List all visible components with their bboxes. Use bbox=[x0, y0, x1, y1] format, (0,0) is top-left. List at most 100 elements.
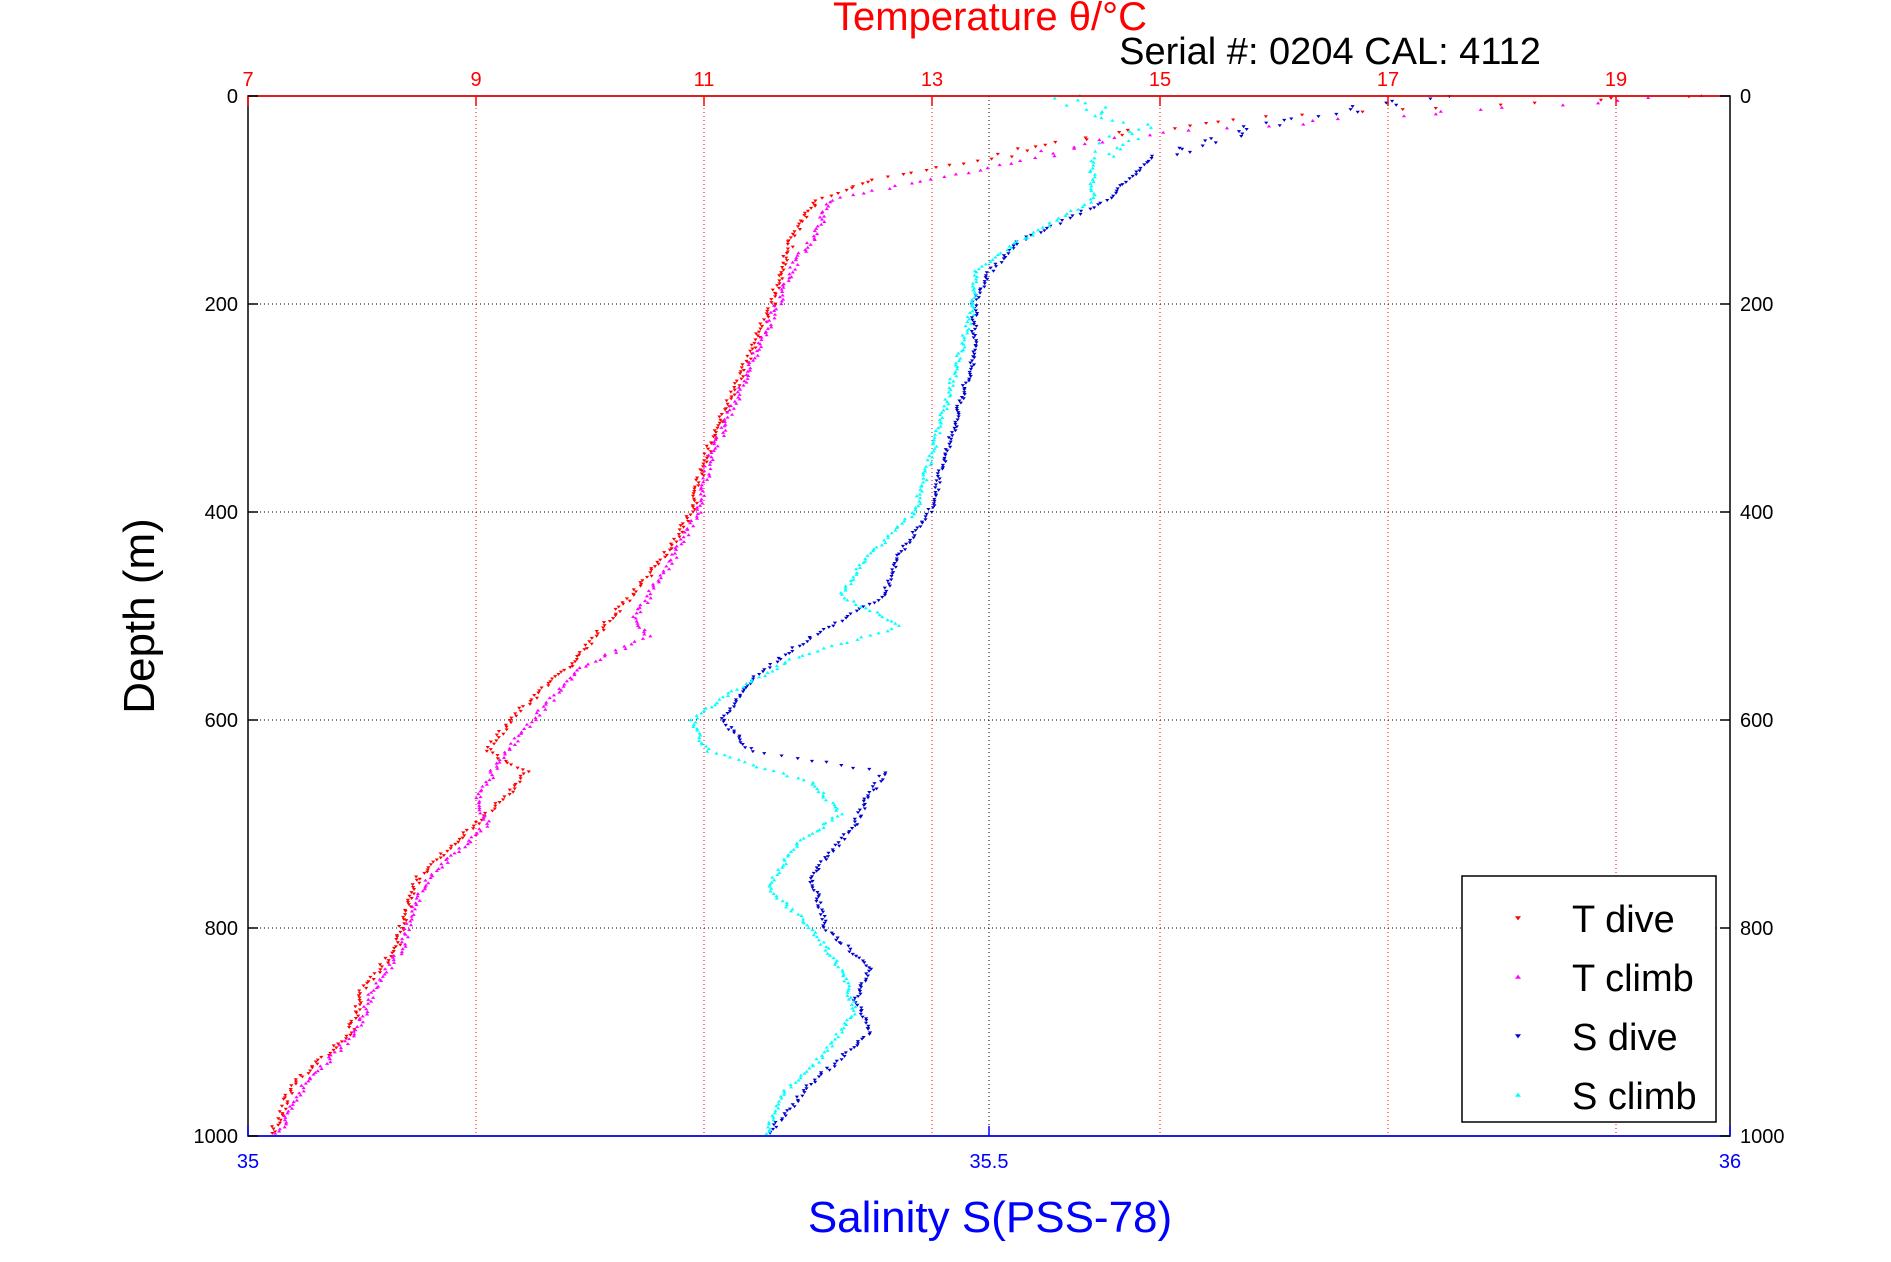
data-point bbox=[921, 476, 926, 480]
data-point bbox=[855, 995, 861, 999]
data-point bbox=[788, 1083, 793, 1087]
data-point bbox=[841, 1026, 846, 1030]
data-point bbox=[928, 177, 933, 181]
data-point bbox=[1038, 231, 1044, 235]
data-point bbox=[850, 952, 855, 956]
data-point bbox=[1118, 184, 1123, 188]
data-point bbox=[423, 885, 428, 889]
data-point bbox=[288, 1089, 293, 1093]
data-point bbox=[810, 928, 815, 932]
data-point bbox=[816, 868, 821, 871]
data-point bbox=[969, 316, 975, 320]
data-point bbox=[783, 1114, 788, 1118]
data-point bbox=[439, 862, 444, 866]
data-point bbox=[781, 261, 786, 265]
data-point bbox=[409, 897, 414, 900]
data-point bbox=[834, 1032, 839, 1036]
legend-label-1: T climb bbox=[1572, 958, 1694, 1000]
data-point bbox=[488, 770, 493, 774]
data-point bbox=[697, 736, 702, 740]
tick-label-left-3: 600 bbox=[205, 710, 238, 732]
data-point bbox=[1334, 112, 1339, 116]
data-point bbox=[306, 1072, 311, 1076]
data-point bbox=[885, 579, 890, 583]
data-point bbox=[715, 426, 720, 430]
data-point bbox=[780, 865, 785, 869]
data-point bbox=[379, 979, 384, 982]
data-point bbox=[483, 811, 488, 815]
data-point bbox=[808, 881, 813, 884]
data-point bbox=[781, 254, 786, 258]
data-point bbox=[963, 324, 968, 328]
data-point bbox=[353, 1017, 359, 1020]
data-point bbox=[294, 1095, 299, 1099]
data-point bbox=[916, 504, 921, 508]
data-point bbox=[846, 944, 851, 948]
data-point bbox=[490, 751, 495, 755]
data-point bbox=[815, 633, 821, 637]
data-point bbox=[933, 491, 938, 495]
data-point bbox=[962, 335, 967, 339]
data-point bbox=[695, 716, 700, 720]
data-point bbox=[776, 867, 781, 871]
data-point bbox=[480, 784, 485, 788]
data-point bbox=[735, 390, 740, 394]
chart-title: Temperature θ/°C bbox=[833, 0, 1147, 39]
data-point bbox=[389, 955, 394, 959]
data-point bbox=[691, 725, 696, 728]
data-point bbox=[360, 1014, 365, 1018]
data-point bbox=[834, 958, 839, 962]
data-point bbox=[400, 947, 405, 951]
data-point bbox=[1009, 246, 1014, 249]
data-point bbox=[689, 519, 694, 522]
tick-label-bottom-0: 35 bbox=[237, 1151, 259, 1173]
data-point bbox=[867, 767, 872, 771]
data-point bbox=[812, 784, 817, 788]
data-point bbox=[1064, 103, 1069, 107]
data-point bbox=[1360, 110, 1365, 114]
data-point bbox=[946, 436, 951, 440]
data-point bbox=[484, 749, 489, 753]
data-point bbox=[784, 903, 789, 907]
data-point bbox=[1044, 226, 1050, 230]
data-point bbox=[953, 370, 958, 374]
data-point bbox=[293, 1082, 299, 1086]
data-point bbox=[474, 796, 479, 800]
data-point bbox=[773, 292, 778, 296]
data-point bbox=[331, 1048, 336, 1052]
data-point bbox=[487, 778, 492, 782]
data-point bbox=[690, 504, 695, 508]
data-point bbox=[347, 1023, 352, 1027]
data-point bbox=[1059, 219, 1065, 223]
data-point bbox=[932, 504, 937, 508]
data-point bbox=[794, 842, 799, 846]
data-point bbox=[959, 349, 964, 353]
data-point bbox=[661, 569, 666, 573]
data-point bbox=[929, 460, 934, 464]
data-point bbox=[328, 1051, 333, 1055]
data-point bbox=[836, 841, 841, 845]
data-point bbox=[1646, 96, 1651, 99]
data-point bbox=[564, 679, 570, 683]
data-point bbox=[395, 935, 400, 939]
data-point bbox=[313, 1060, 318, 1064]
data-point bbox=[854, 572, 859, 576]
data-point bbox=[955, 408, 960, 412]
data-point bbox=[461, 831, 466, 835]
data-point bbox=[1350, 105, 1355, 109]
legend-box bbox=[1461, 875, 1717, 1123]
data-point bbox=[1126, 139, 1131, 143]
data-point bbox=[800, 653, 805, 657]
data-point bbox=[553, 675, 558, 679]
series-s-climb bbox=[688, 93, 1154, 1135]
data-point bbox=[288, 1087, 293, 1091]
data-point bbox=[787, 272, 792, 276]
data-point bbox=[850, 1006, 855, 1010]
data-point bbox=[814, 897, 819, 901]
data-point bbox=[448, 853, 453, 857]
data-point bbox=[1099, 116, 1104, 120]
legend-marker-1 bbox=[1515, 974, 1521, 979]
data-point bbox=[851, 999, 856, 1003]
data-point bbox=[844, 977, 849, 980]
data-point bbox=[483, 780, 489, 784]
